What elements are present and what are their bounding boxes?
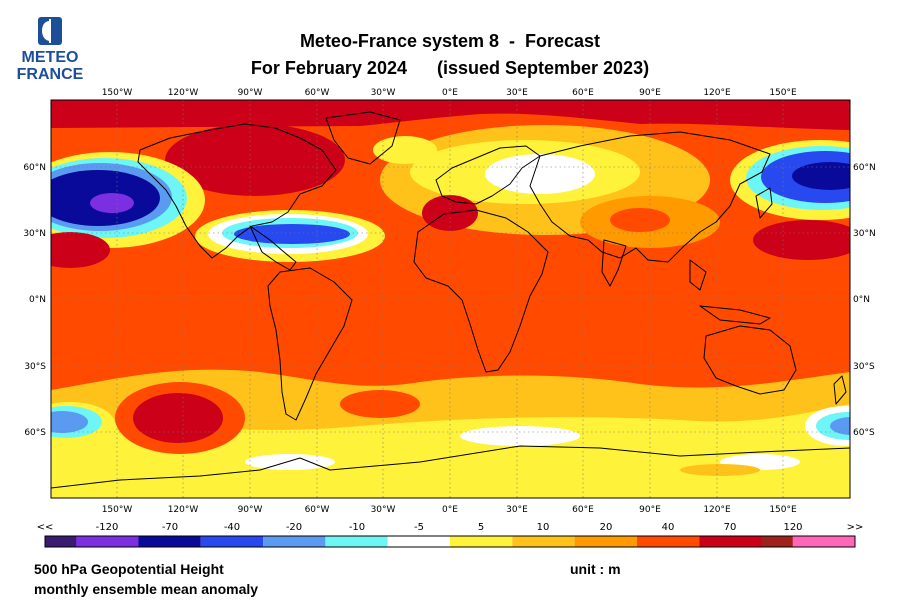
legend-left-arrow: << [37, 522, 54, 533]
legend-swatch [574, 536, 637, 547]
description-label: monthly ensemble mean anomaly [34, 581, 259, 597]
legend-swatch [325, 536, 388, 547]
variable-label: 500 hPa Geopotential Height [34, 561, 224, 577]
lon-label: 120°W [168, 88, 199, 98]
page-subtitle: For February 2024 (issued September 2023… [250, 58, 650, 78]
legend-threshold: 120 [783, 522, 802, 533]
lat-label: 60°N [23, 163, 46, 173]
legend-threshold: -10 [349, 522, 365, 533]
legend-frame [44, 535, 856, 548]
lon-label: 90°W [238, 505, 263, 515]
lat-label: 60°N [853, 163, 876, 173]
legend-threshold: 20 [600, 522, 613, 533]
lon-label: 60°W [305, 505, 330, 515]
meteo-france-emblem-icon [38, 17, 62, 45]
lon-label: 150°W [102, 505, 133, 515]
unit-label: unit : m [570, 561, 621, 577]
lon-label: 0°E [442, 505, 458, 515]
lon-label: 30°W [371, 88, 396, 98]
legend-swatch [263, 536, 326, 547]
legend-swatch [387, 536, 450, 547]
coastlines [51, 111, 850, 489]
anomaly-field [51, 100, 850, 498]
lat-label: 30°N [853, 229, 876, 239]
legend-right-arrow: >> [847, 522, 864, 533]
legend-swatch [636, 536, 700, 547]
legend-swatch [45, 536, 108, 547]
lon-label: 60°E [572, 88, 594, 98]
legend-threshold: -70 [162, 522, 178, 533]
lat-label: 30°N [23, 229, 46, 239]
legend-swatch [761, 536, 824, 547]
legend-threshold: 40 [662, 522, 675, 533]
legend-threshold: 70 [724, 522, 737, 533]
lon-label: 150°E [769, 505, 797, 515]
lat-labels-right: 60°N 30°N 0°N 30°S 60°S [853, 163, 876, 438]
legend-swatch [512, 536, 575, 547]
legend-swatches [45, 536, 855, 547]
meteo-france-logo: METEO FRANCE [14, 14, 86, 86]
legend-swatch [200, 536, 264, 547]
lon-label: 30°W [371, 505, 396, 515]
logo-word-france: FRANCE [16, 66, 84, 83]
lon-label: 90°W [238, 88, 263, 98]
color-legend: << >> -120 -70 -40 -20 -10 -5 5 10 20 40… [37, 522, 864, 548]
lon-label: 0°E [442, 88, 458, 98]
legend-threshold: -5 [414, 522, 424, 533]
legend-swatch [792, 536, 855, 547]
lat-label: 0°N [29, 295, 46, 305]
lon-label: 60°E [572, 505, 594, 515]
lat-label: 60°S [853, 428, 875, 438]
lon-label: 90°E [639, 88, 661, 98]
legend-swatch [450, 536, 513, 547]
legend-threshold: 5 [478, 522, 484, 533]
lon-labels-bottom: 150°W 120°W 90°W 60°W 30°W 0°E 30°E 60°E… [102, 505, 797, 515]
lat-label: 30°S [24, 362, 46, 372]
lon-label: 150°E [769, 88, 797, 98]
legend-threshold: -20 [286, 522, 302, 533]
lon-label: 90°E [639, 505, 661, 515]
lon-label: 120°W [168, 505, 199, 515]
logo-word-meteo: METEO [21, 49, 79, 66]
page-title: Meteo-France system 8 - Forecast [299, 31, 601, 51]
lon-label: 150°W [102, 88, 133, 98]
lon-label: 30°E [506, 88, 528, 98]
legend-swatch [699, 536, 762, 547]
lat-label: 0°N [853, 295, 870, 305]
legend-swatch [76, 536, 139, 547]
legend-threshold: -120 [96, 522, 119, 533]
legend-threshold: 10 [537, 522, 550, 533]
legend-swatch [138, 536, 201, 547]
lon-label: 120°E [703, 505, 731, 515]
lon-labels-top: 150°W 120°W 90°W 60°W 30°W 0°E 30°E 60°E… [102, 88, 797, 98]
lon-label: 120°E [703, 88, 731, 98]
lon-label: 60°W [305, 88, 330, 98]
lon-label: 30°E [506, 505, 528, 515]
map-gridlines [51, 100, 850, 498]
lat-label: 60°S [24, 428, 46, 438]
legend-threshold: -40 [224, 522, 240, 533]
lat-label: 30°S [853, 362, 875, 372]
lat-labels-left: 60°N 30°N 0°N 30°S 60°S [23, 163, 46, 438]
map-frame [50, 99, 851, 499]
